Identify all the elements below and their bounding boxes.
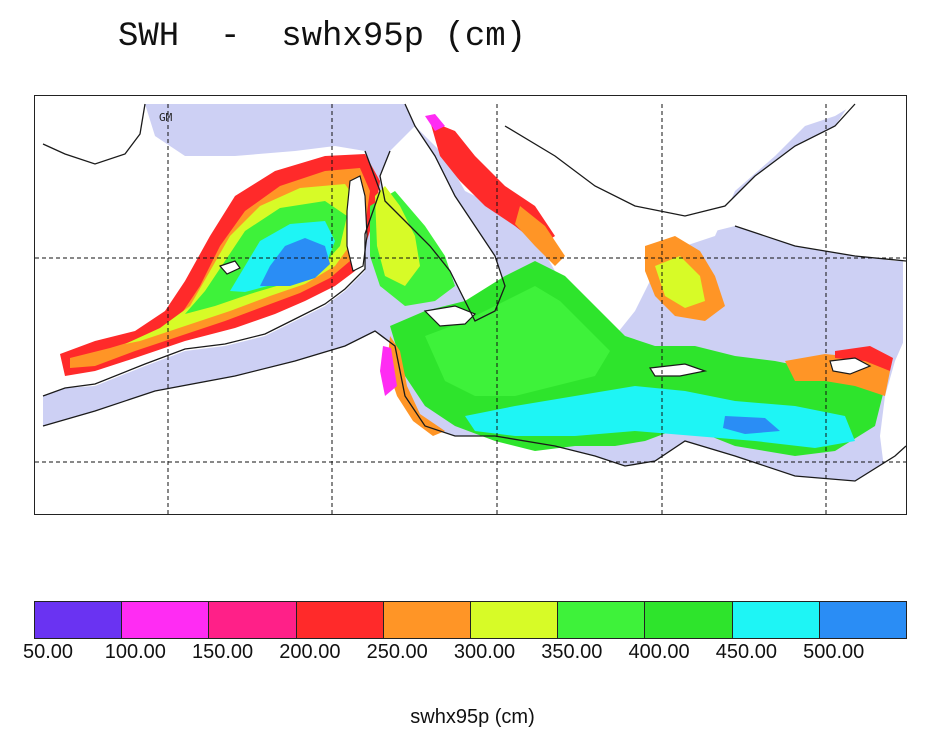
- legend-swatch: [122, 602, 209, 638]
- legend-caption: swhx95p (cm): [0, 706, 945, 729]
- legend-swatch: [733, 602, 820, 638]
- legend-tick-label: 250.00: [367, 641, 428, 664]
- legend-tick-label: 200.00: [279, 641, 340, 664]
- legend-swatch: [471, 602, 558, 638]
- legend-tick-label: 150.00: [192, 641, 253, 664]
- map-panel: GM: [34, 95, 907, 515]
- legend-swatch: [209, 602, 296, 638]
- legend-swatch: [384, 602, 471, 638]
- legend-swatch: [558, 602, 645, 638]
- color-legend-bar: [34, 601, 907, 639]
- legend-swatch: [297, 602, 384, 638]
- legend-tick-label: 350.00: [541, 641, 602, 664]
- legend-tick-label: 100.00: [105, 641, 166, 664]
- region-label: GM: [159, 111, 172, 124]
- color-legend-ticks: 50.00 100.00 150.00 200.00 250.00 300.00 350.0…: [0, 641, 945, 665]
- mediterranean-map: [35, 96, 906, 514]
- legend-swatch: [645, 602, 732, 638]
- legend-tick-label: 500.00: [803, 641, 864, 664]
- legend-swatch: [35, 602, 122, 638]
- legend-tick-label: 50.00: [23, 641, 73, 664]
- island-corsica-sardinia: [347, 176, 367, 271]
- legend-tick-label: 450.00: [716, 641, 777, 664]
- map-title: SWH - swhx95p (cm): [118, 18, 526, 56]
- legend-tick-label: 300.00: [454, 641, 515, 664]
- legend-swatch: [820, 602, 906, 638]
- legend-tick-label: 400.00: [629, 641, 690, 664]
